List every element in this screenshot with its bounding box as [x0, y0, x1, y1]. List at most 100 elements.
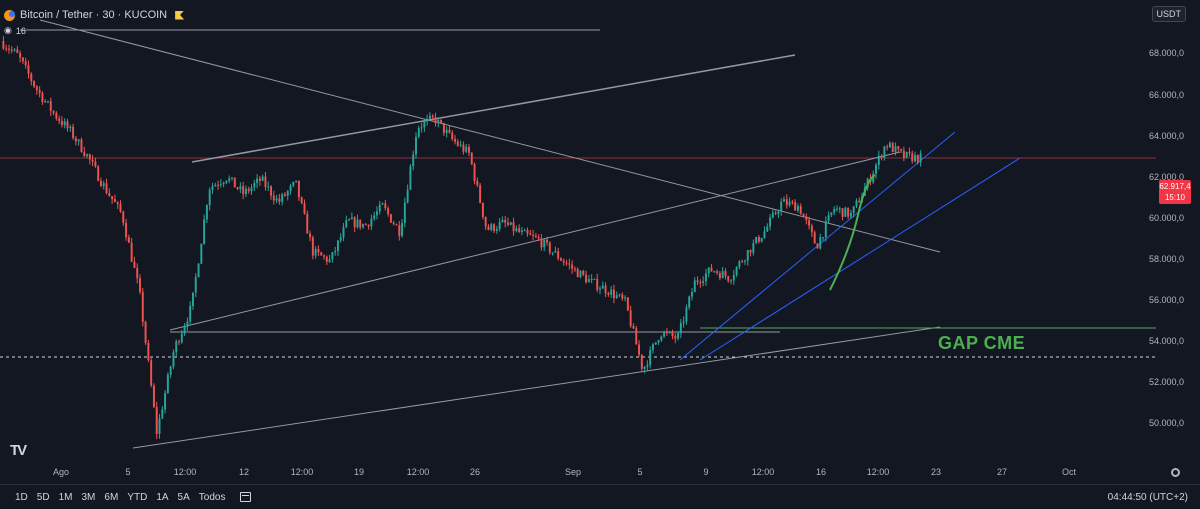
candle-body — [540, 238, 543, 248]
price-tick: 64.000,0 — [1148, 131, 1184, 141]
candle-body — [891, 142, 894, 153]
candle-body — [883, 146, 886, 158]
candle-body — [785, 199, 788, 206]
date-tick: 26 — [469, 467, 481, 477]
gap-cme-label[interactable]: GAP CME — [938, 333, 1026, 353]
symbol-header[interactable]: Bitcoin / Tether · 30 · KUCOIN — [4, 6, 185, 24]
candle-body — [267, 186, 270, 188]
candle-body — [604, 285, 607, 294]
date-tick: 12 — [238, 467, 250, 477]
candle-body — [546, 239, 549, 243]
lower-channel-line[interactable] — [169, 151, 901, 331]
range-button-3m[interactable]: 3M — [81, 491, 96, 503]
candle-body — [735, 267, 738, 275]
candle-body — [336, 240, 339, 252]
symbol-title[interactable]: Bitcoin / Tether · 30 · KUCOIN — [20, 9, 168, 21]
candle-body — [27, 65, 30, 74]
tradingview-logo[interactable]: TV — [10, 442, 27, 459]
calendar-icon[interactable] — [240, 492, 252, 502]
candle-body — [557, 251, 560, 259]
descending-trendline[interactable] — [39, 19, 941, 253]
candle-body — [217, 184, 220, 186]
date-tick: 12:00 — [290, 467, 314, 477]
candle-body — [841, 208, 844, 217]
candle-body — [626, 297, 629, 311]
upper-channel-line[interactable] — [191, 54, 796, 163]
candle-body — [362, 224, 365, 228]
candle-body — [847, 207, 850, 217]
candle-body — [373, 215, 376, 219]
candle-body — [838, 208, 841, 210]
candle-body — [582, 270, 585, 275]
candle-body — [515, 228, 518, 232]
candle-body — [49, 101, 52, 112]
candle-body — [682, 321, 685, 323]
eye-icon[interactable]: ◉ — [4, 25, 12, 35]
candle-body — [473, 164, 476, 181]
candle-body — [256, 178, 259, 184]
date-tick: 5 — [125, 467, 131, 477]
candle-body — [350, 217, 353, 220]
price-tick: 68.000,0 — [1148, 48, 1184, 58]
candle-body — [127, 237, 130, 243]
candle-body — [844, 207, 847, 217]
date-tick: 12:00 — [751, 467, 775, 477]
candle-body — [593, 278, 596, 280]
range-button-1d[interactable]: 1D — [15, 491, 28, 503]
candle-body — [629, 310, 632, 327]
range-button-all[interactable]: Todos — [198, 491, 226, 503]
candle-body — [579, 270, 582, 278]
candle-body — [900, 149, 903, 151]
candle-body — [244, 188, 247, 195]
candle-body — [849, 212, 852, 217]
candle-body — [272, 195, 275, 201]
candle-body — [356, 219, 359, 228]
candle-body — [147, 342, 150, 361]
candle-body — [130, 242, 133, 262]
indicator-row[interactable]: ◉ 16 — [4, 25, 26, 36]
candle-body — [905, 151, 908, 158]
candle-body — [783, 199, 785, 202]
currency-button[interactable]: USDT — [1151, 6, 1186, 22]
candle-body — [568, 263, 571, 265]
long-support-trendline[interactable] — [132, 326, 941, 449]
bottom-toolbar: 1D 5D 1M 3M 6M YTD 1A 5A Todos 04:44:50 … — [0, 484, 1200, 509]
candle-body — [239, 186, 242, 189]
candle-body — [60, 120, 63, 126]
candle-body — [183, 326, 186, 334]
gear-icon[interactable] — [1171, 468, 1180, 477]
candle-body — [727, 276, 730, 281]
candle-body — [576, 268, 579, 278]
candle-body — [353, 217, 356, 228]
candle-body — [816, 243, 819, 249]
candle-body — [487, 226, 490, 230]
candle-body — [752, 243, 755, 253]
candle-body — [136, 267, 139, 279]
range-button-ytd[interactable]: YTD — [127, 491, 148, 503]
range-button-5d[interactable]: 5D — [36, 491, 50, 503]
candle-body — [880, 155, 883, 158]
candle-body — [738, 261, 741, 268]
price-tick: 62.000,0 — [1148, 172, 1184, 182]
candle-body — [401, 223, 404, 237]
candle-body — [618, 294, 621, 296]
candle-body — [649, 349, 652, 366]
clock[interactable]: 04:44:50 (UTC+2) — [1107, 491, 1188, 503]
candle-body — [311, 237, 314, 256]
range-button-6m[interactable]: 6M — [104, 491, 119, 503]
flag-icon[interactable] — [175, 10, 185, 20]
range-button-1a[interactable]: 1A — [156, 491, 169, 503]
candle-body — [763, 231, 766, 238]
range-button-5a[interactable]: 5A — [177, 491, 190, 503]
candle-body — [911, 153, 914, 162]
candle-body — [364, 224, 367, 226]
blue-trendline-shallow[interactable] — [699, 157, 1021, 361]
range-button-1m[interactable]: 1M — [58, 491, 73, 503]
candle-body — [526, 230, 529, 234]
candle-body — [543, 239, 546, 248]
candle-body — [325, 256, 328, 262]
candle-body — [518, 228, 521, 233]
candle-body — [835, 208, 838, 210]
candle-body — [275, 198, 278, 201]
